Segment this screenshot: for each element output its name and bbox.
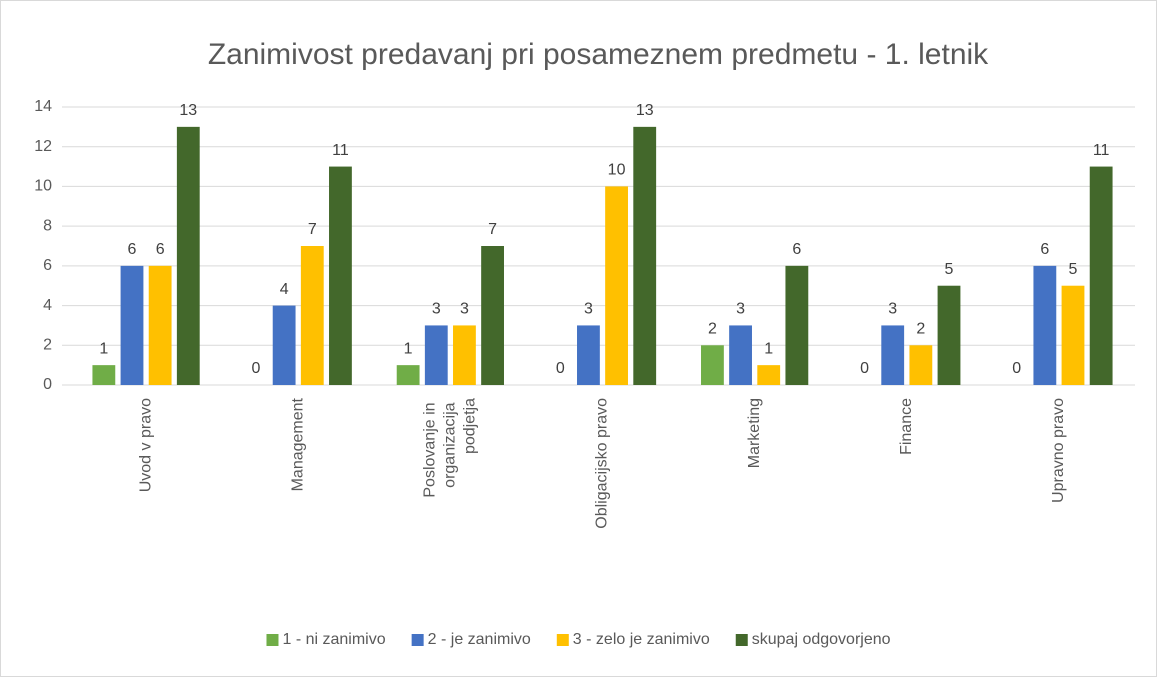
bar — [176, 126, 200, 385]
bar — [605, 186, 628, 385]
legend-label: 1 - ni zanimivo — [282, 631, 385, 648]
x-tick-label: Upravno pravo — [1050, 398, 1067, 503]
bar — [329, 166, 352, 385]
bar — [1089, 166, 1113, 385]
bar — [481, 246, 504, 385]
data-label: 13 — [636, 102, 654, 119]
x-tick-label: Obligacijsko pravo — [594, 398, 611, 529]
bar — [92, 365, 116, 385]
bar — [785, 265, 809, 385]
y-tick-label: 10 — [34, 178, 52, 195]
y-tick-label: 6 — [43, 257, 52, 274]
data-label: 1 — [99, 340, 108, 357]
legend-label: 2 - je zanimivo — [428, 631, 531, 648]
legend-label: skupaj odgovorjeno — [752, 631, 891, 648]
y-tick-label: 2 — [43, 337, 52, 354]
data-label: 6 — [156, 241, 165, 258]
data-label: 6 — [1040, 241, 1049, 258]
data-label: 5 — [1069, 261, 1078, 278]
data-label: 6 — [128, 241, 137, 258]
data-label: 0 — [860, 360, 869, 377]
data-label: 11 — [1093, 142, 1110, 159]
y-tick-label: 4 — [43, 297, 52, 314]
bar — [148, 265, 172, 385]
y-tick-label: 12 — [34, 138, 52, 155]
data-label: 4 — [280, 281, 289, 298]
data-label: 2 — [708, 321, 717, 338]
x-tick-label: Marketing — [746, 398, 763, 468]
data-label: 10 — [608, 162, 626, 179]
data-label: 0 — [1012, 360, 1021, 377]
data-label: 3 — [888, 301, 897, 318]
data-label: 3 — [460, 301, 469, 318]
bar — [453, 325, 476, 385]
data-label: 7 — [308, 221, 317, 238]
data-label: 11 — [332, 142, 349, 159]
data-label: 1 — [404, 340, 413, 357]
legend-swatch — [556, 634, 569, 646]
x-tick-label: Poslovanje in organizacija podjetja — [422, 398, 479, 498]
x-tick-label: Management — [289, 397, 306, 491]
bar — [577, 325, 600, 385]
legend-swatch — [411, 634, 424, 646]
bar — [1061, 285, 1085, 385]
data-label: 5 — [945, 261, 954, 278]
data-label: 3 — [584, 301, 593, 318]
data-label: 3 — [432, 301, 441, 318]
bar — [424, 325, 448, 385]
data-label: 0 — [252, 360, 261, 377]
bar — [396, 365, 420, 385]
data-label: 13 — [179, 102, 197, 119]
y-tick-label: 14 — [34, 98, 52, 115]
bar — [729, 325, 752, 385]
bar — [757, 365, 781, 385]
data-label: 6 — [792, 241, 801, 258]
chart-title: Zanimivost predavanj pri posameznem pred… — [208, 38, 989, 71]
legend-swatch — [266, 634, 279, 646]
data-label: 3 — [736, 301, 745, 318]
bar — [120, 265, 144, 385]
data-label: 0 — [556, 360, 565, 377]
x-tick-label: Uvod v pravo — [137, 398, 154, 492]
legend-label: 3 - zelo je zanimivo — [573, 631, 710, 648]
bar — [881, 325, 905, 385]
bar — [272, 305, 296, 385]
bar — [1033, 265, 1057, 385]
data-label: 1 — [764, 340, 773, 357]
x-tick-label: Finance — [898, 398, 915, 455]
bar — [909, 345, 933, 385]
y-tick-label: 0 — [43, 376, 52, 393]
data-label: 2 — [916, 321, 925, 338]
bar — [937, 285, 961, 385]
legend-swatch — [735, 634, 748, 646]
bar — [701, 345, 724, 385]
bar — [633, 126, 657, 385]
y-tick-label: 8 — [43, 217, 52, 234]
data-label: 7 — [488, 221, 497, 238]
bar — [300, 246, 324, 385]
